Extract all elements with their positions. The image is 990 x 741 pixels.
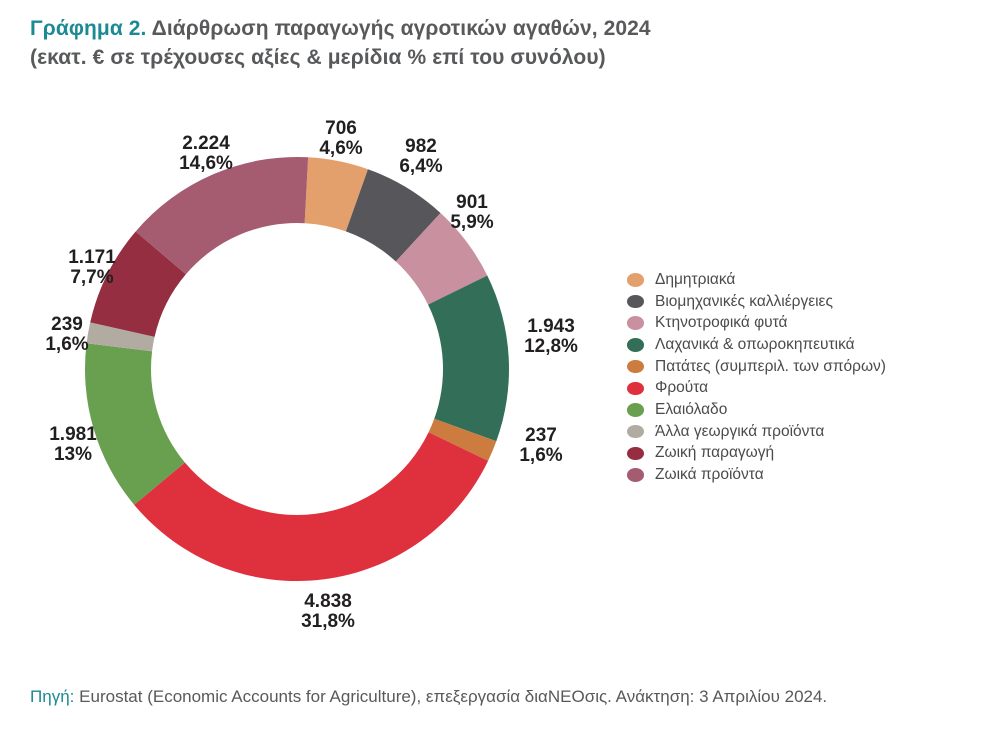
legend-swatch [627, 316, 644, 330]
legend-label: Ζωικά προϊόντα [655, 466, 764, 484]
legend-swatch [627, 424, 644, 439]
slice-value: 1.943 [527, 316, 575, 337]
legend-item: Δημητριακά [627, 269, 886, 291]
slice-percent: 4,6% [319, 138, 363, 159]
legend-swatch [627, 381, 644, 396]
donut-slice [304, 157, 368, 232]
legend-item: Άλλα γεωργικά προϊόντα [627, 421, 886, 443]
legend-label: Βιομηχανικές καλλιέργειες [655, 292, 833, 310]
slice-percent: 13% [53, 444, 93, 465]
slice-label: 706 4,6% [319, 119, 362, 159]
slice-value: 1.171 [68, 247, 116, 268]
legend-item: Ζωικά προϊόντα [627, 464, 886, 486]
donut-slice [395, 212, 488, 305]
legend-item: Ελαιόλαδο [627, 399, 886, 421]
chart-subtitle: (εκατ. € σε τρέχουσες αξίες & μερίδια % … [30, 46, 606, 69]
slice-label: 2.224 14,6% [179, 134, 233, 174]
legend-swatch [627, 294, 644, 309]
slice-percent: 1,6% [519, 445, 563, 466]
slice-label: 1.981 13% [49, 425, 97, 465]
legend-label: Φρούτα [655, 379, 709, 397]
slice-value: 901 [456, 192, 488, 213]
slice-percent: 14,6% [179, 153, 233, 174]
slice-label: 901 5,9% [450, 193, 493, 233]
slice-label: 1.171 7,7% [68, 248, 116, 288]
chart-title-prefix: Γράφημα 2. [30, 17, 147, 40]
legend-label: Άλλα γεωργικά προϊόντα [655, 422, 825, 440]
donut-slice [86, 322, 155, 352]
legend-item: Ζωική παραγωγή [627, 443, 886, 465]
slice-value: 1.981 [49, 424, 97, 445]
slice-value: 4.838 [304, 591, 352, 612]
legend-swatch [627, 338, 644, 352]
legend-label: Πατάτες (συμπεριλ. των σπόρων) [655, 357, 886, 375]
slice-value: 706 [325, 118, 357, 139]
source-note: Πηγή: Eurostat (Economic Accounts for Ag… [30, 687, 827, 707]
slice-value: 982 [405, 136, 437, 157]
donut-slice [85, 343, 185, 505]
slice-label: 239 1,6% [45, 315, 88, 355]
legend-item: Κτηνοτροφικά φυτά [627, 312, 886, 334]
slice-value: 2.224 [182, 133, 230, 154]
source-label: Πηγή: [30, 687, 75, 706]
legend-item: Πατάτες (συμπεριλ. των σπόρων) [627, 356, 886, 378]
donut-slice [428, 275, 509, 442]
legend-label: Δημητριακά [655, 270, 736, 288]
chart-title-block: Γράφημα 2. Διάρθρωση παραγωγής αγροτικών… [30, 14, 651, 72]
slice-label: 982 6,4% [399, 137, 442, 177]
slice-percent: 1,6% [45, 334, 89, 355]
slice-label: 237 1,6% [519, 426, 562, 466]
legend-swatch [627, 359, 644, 374]
legend: Δημητριακά Βιομηχανικές καλλιέργειες Κτηνο… [627, 269, 886, 486]
legend-label: Ελαιόλαδο [655, 400, 728, 418]
slice-percent: 7,7% [70, 267, 114, 288]
slice-percent: 6,4% [399, 156, 443, 177]
donut-slice [345, 169, 441, 262]
donut-slice [428, 418, 497, 461]
legend-item: Λαχανικά & οπωροκηπευτικά [627, 334, 886, 356]
slice-label: 1.943 12,8% [524, 317, 578, 357]
donut-slices [85, 156, 509, 581]
slice-label: 4.838 31,8% [301, 592, 355, 632]
legend-item: Βιομηχανικές καλλιέργειες [627, 291, 886, 313]
donut-slice [90, 231, 186, 337]
legend-swatch [627, 273, 644, 287]
chart-title-text: Διάρθρωση παραγωγής αγροτικών αγαθών, 20… [151, 17, 651, 40]
legend-label: Ζωική παραγωγή [655, 444, 775, 462]
legend-swatch [627, 446, 644, 461]
slice-value: 237 [525, 425, 557, 446]
donut-slice [135, 156, 309, 275]
chart-title: Γράφημα 2. Διάρθρωση παραγωγής αγροτικών… [30, 14, 651, 43]
slice-percent: 31,8% [301, 611, 355, 632]
legend-label: Κτηνοτροφικά φυτά [655, 314, 788, 332]
slice-value: 239 [51, 314, 83, 335]
legend-item: Φρούτα [627, 377, 886, 399]
legend-swatch [627, 403, 644, 417]
slice-percent: 5,9% [450, 212, 494, 233]
slice-percent: 12,8% [524, 336, 578, 357]
donut-slice [134, 432, 489, 581]
legend-swatch [627, 468, 644, 482]
source-text: Eurostat (Economic Accounts for Agricult… [79, 687, 828, 706]
legend-label: Λαχανικά & οπωροκηπευτικά [655, 335, 855, 353]
